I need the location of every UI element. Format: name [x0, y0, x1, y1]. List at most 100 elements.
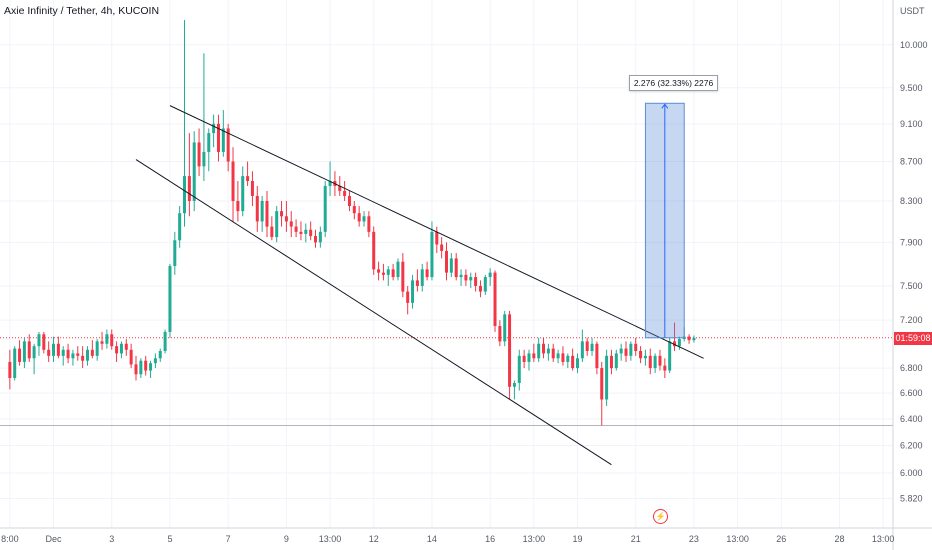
time-tick-label: 5 — [167, 534, 172, 544]
price-tick-label: 6.600 — [900, 388, 923, 398]
candle-body — [396, 261, 400, 278]
candle-body — [673, 341, 677, 347]
candle-body — [619, 348, 623, 354]
candle-body — [90, 349, 94, 356]
candle-body — [294, 226, 298, 232]
candle-body — [299, 231, 303, 234]
candle-body — [478, 285, 482, 292]
time-tick-label: 13:00 — [726, 534, 749, 544]
candle-body — [498, 326, 502, 342]
time-tick-label: Dec — [46, 534, 63, 544]
candle-body — [430, 231, 434, 278]
candle-body — [643, 355, 647, 359]
price-tick-label: 6.200 — [900, 441, 923, 451]
candle-body — [270, 226, 274, 238]
candle-body — [85, 349, 89, 361]
price-tick-label: 9.500 — [900, 83, 923, 93]
horizontal-lines — [0, 337, 893, 426]
candle-body — [27, 341, 31, 359]
candle-body — [411, 280, 415, 303]
candle-body — [503, 314, 507, 342]
candle-body — [391, 269, 395, 278]
candle-body — [367, 216, 371, 232]
candle-body — [212, 123, 216, 134]
candle-body — [677, 339, 681, 347]
candle-body — [488, 272, 492, 278]
candle-body — [338, 185, 342, 191]
candle-body — [119, 343, 123, 354]
candle-body — [255, 195, 259, 222]
candle-body — [546, 348, 550, 354]
candle-body — [469, 277, 473, 281]
time-tick-label: 12 — [369, 534, 379, 544]
time-tick-label: 28 — [834, 534, 844, 544]
price-tick-label: 7.500 — [900, 281, 923, 291]
candle-body — [449, 258, 453, 273]
candle-body — [585, 341, 589, 351]
candle-body — [100, 341, 104, 344]
candle-body — [115, 346, 119, 354]
measure-arrow-head — [661, 103, 669, 109]
candle-body — [474, 277, 478, 286]
candle-body — [687, 336, 691, 341]
candle-body — [629, 343, 633, 356]
candle-body — [71, 353, 75, 359]
candle-body — [163, 331, 167, 351]
trendline — [169, 105, 704, 359]
candle-body — [226, 128, 230, 162]
candle-body — [605, 355, 609, 400]
candle-body — [144, 360, 148, 371]
candle-body — [435, 231, 439, 245]
candle-body — [153, 358, 157, 364]
candle-body — [609, 355, 613, 369]
candle-body — [512, 383, 516, 387]
candle-body — [556, 353, 560, 359]
candle-body — [522, 355, 526, 362]
candle-body — [265, 200, 269, 227]
candle-body — [328, 181, 332, 186]
candle-body — [357, 213, 361, 222]
candle-body — [343, 190, 347, 196]
measure-tool[interactable] — [644, 102, 685, 339]
candle-body — [95, 341, 99, 356]
candle-body — [415, 280, 419, 286]
candle-body — [406, 291, 410, 303]
time-tick-label: 23 — [689, 534, 699, 544]
candle-body — [575, 358, 579, 369]
candle-body — [542, 343, 546, 354]
candle-body — [668, 341, 672, 371]
time-tick-label: 8:00 — [1, 534, 19, 544]
candle-body — [532, 353, 536, 359]
candle-body — [124, 343, 128, 350]
candle-body — [318, 231, 322, 243]
trendline — [135, 159, 612, 466]
candle-body — [595, 343, 599, 369]
candle-body — [323, 185, 327, 232]
candle-body — [362, 216, 366, 222]
lightning-icon[interactable]: ⚡ — [652, 509, 668, 524]
candle-body — [32, 346, 36, 359]
candle-body — [134, 364, 138, 375]
time-axis[interactable]: 8:00 Dec 3 5 7 9 13:00 12 14 16 13:00 19 21 23 13:00 26… — [0, 527, 932, 544]
candle-body — [386, 269, 390, 275]
time-tick-label: 13:00 — [319, 534, 342, 544]
time-tick-label: 26 — [776, 534, 786, 544]
candle-body — [352, 206, 356, 214]
candle-body — [580, 341, 584, 359]
candle-body — [493, 272, 497, 327]
candle-body — [454, 258, 458, 278]
candle-body — [110, 334, 114, 347]
candle-body — [309, 229, 313, 237]
candle-body — [347, 195, 351, 207]
trendlines[interactable] — [135, 105, 704, 466]
price-axis[interactable]: 10.000 9.500 9.100 8.700 8.300 7.900 7.500 7.20… — [892, 0, 928, 550]
candle-body — [61, 349, 65, 356]
price-tick-label: 8.700 — [900, 157, 923, 167]
candle-body — [508, 314, 512, 387]
candle-body — [197, 142, 201, 167]
price-tick-label: 7.900 — [900, 237, 923, 247]
candle-body — [561, 353, 565, 362]
candle-body — [590, 343, 594, 351]
time-tick-label: 21 — [631, 534, 641, 544]
